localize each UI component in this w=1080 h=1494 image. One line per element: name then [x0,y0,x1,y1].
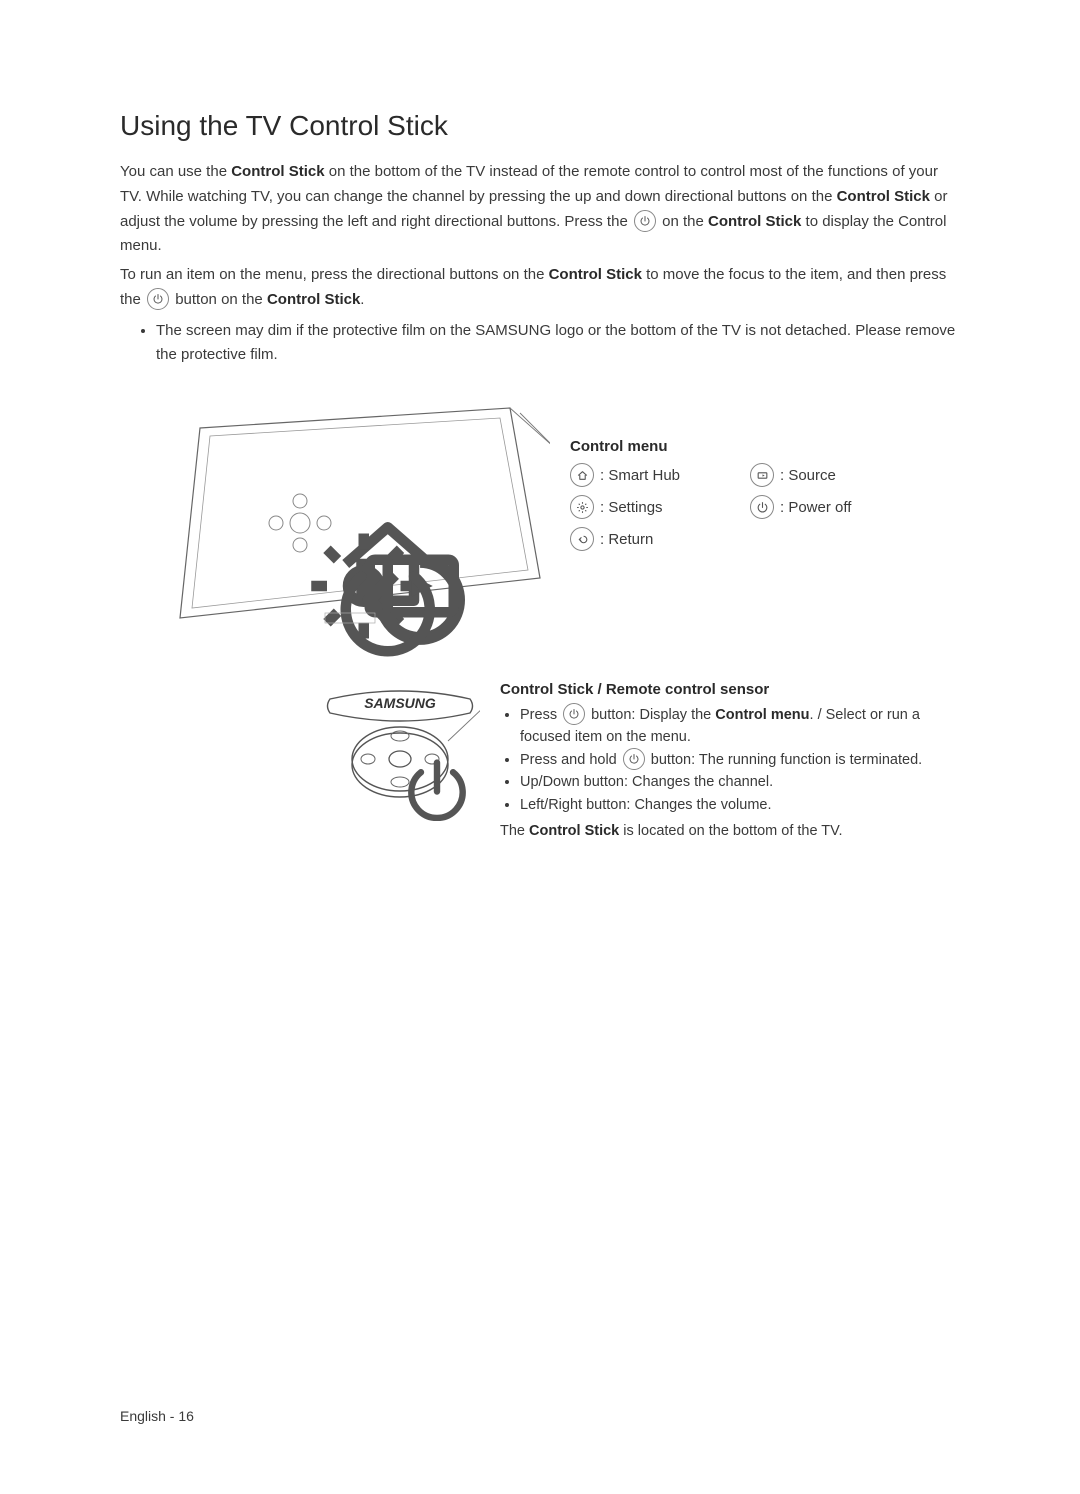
power-icon [147,288,169,310]
page-footer: English - 16 [120,1408,194,1424]
power-icon [750,495,774,519]
text: is located on the bottom of the TV. [619,823,842,839]
term-control-stick: Control Stick [529,823,619,839]
term-control-stick: Control Stick [231,163,324,180]
text: Press [520,707,561,723]
control-stick-list: Press button: Display the Control menu. … [500,704,960,816]
control-stick-footer: The Control Stick is located on the bott… [500,820,960,842]
legend-return: : Return [570,527,750,551]
page-title: Using the TV Control Stick [120,110,960,142]
text: Press and hold [520,752,621,768]
list-item: Left/Right button: Changes the volume. [520,794,960,816]
gear-icon [570,495,594,519]
text: on the [658,213,708,230]
return-icon [570,527,594,551]
text: button on the [171,291,267,308]
paragraph-2: To run an item on the menu, press the di… [120,263,960,313]
control-stick-heading: Control Stick / Remote control sensor [500,681,960,698]
legend-label: : Smart Hub [600,467,680,484]
legend-power-off: : Power off [750,495,910,519]
text: You can use the [120,163,231,180]
text: button: The running function is terminat… [647,752,922,768]
term-control-stick: Control Stick [837,188,930,205]
control-stick-closeup: SAMSUNG [320,681,480,843]
term-control-stick: Control Stick [267,291,360,308]
note-item: The screen may dim if the protective fil… [156,319,960,369]
control-menu-heading: Control menu [570,438,960,455]
legend-settings: : Settings [570,495,750,519]
samsung-logo: SAMSUNG [364,695,436,711]
tv-diagram [160,388,550,673]
text: To run an item on the menu, press the di… [120,266,549,283]
power-icon [634,210,656,232]
list-item: Press and hold button: The running funct… [520,749,960,771]
note-list: The screen may dim if the protective fil… [120,319,960,369]
term-control-menu: Control menu [715,707,809,723]
power-icon [623,748,645,770]
legend-label: : Return [600,531,653,548]
term-control-stick: Control Stick [708,213,801,230]
text: button: Display the [587,707,715,723]
list-item: Press button: Display the Control menu. … [520,704,960,749]
text: The [500,823,529,839]
legend-label: : Source [780,467,836,484]
source-icon [750,463,774,487]
paragraph-1: You can use the Control Stick on the bot… [120,160,960,259]
power-icon [563,703,585,725]
term-control-stick: Control Stick [549,266,642,283]
list-item: Up/Down button: Changes the channel. [520,771,960,793]
text: . [360,291,364,308]
legend-label: : Power off [780,499,851,516]
home-icon [570,463,594,487]
legend-source: : Source [750,463,910,487]
legend-smart-hub: : Smart Hub [570,463,750,487]
legend-label: : Settings [600,499,663,516]
